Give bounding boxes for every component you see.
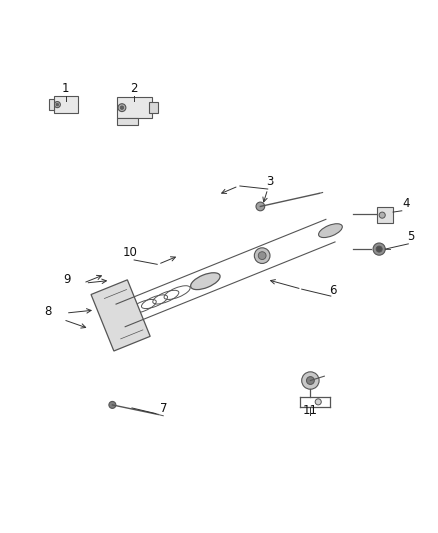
Circle shape <box>56 103 59 106</box>
Text: 8: 8 <box>45 305 52 318</box>
Text: 11: 11 <box>303 403 318 417</box>
Circle shape <box>258 252 266 260</box>
Circle shape <box>379 212 385 218</box>
Polygon shape <box>91 280 150 351</box>
Bar <box>149 102 158 113</box>
Text: 2: 2 <box>131 83 138 95</box>
Circle shape <box>120 106 124 109</box>
Bar <box>117 118 138 125</box>
Bar <box>377 207 393 223</box>
Circle shape <box>256 202 265 211</box>
Circle shape <box>54 102 60 108</box>
Circle shape <box>109 401 116 408</box>
Ellipse shape <box>191 273 220 289</box>
Circle shape <box>315 399 321 405</box>
Circle shape <box>373 243 385 255</box>
Text: 7: 7 <box>159 402 167 415</box>
Ellipse shape <box>318 224 343 238</box>
Circle shape <box>376 246 382 252</box>
Circle shape <box>302 372 319 389</box>
Circle shape <box>118 104 126 111</box>
Text: 5: 5 <box>407 230 414 244</box>
Text: 1: 1 <box>62 83 70 95</box>
Bar <box>49 99 54 110</box>
Bar <box>54 96 78 114</box>
Text: 6: 6 <box>329 284 337 297</box>
Circle shape <box>307 377 314 384</box>
Bar <box>117 97 152 118</box>
Circle shape <box>254 248 270 263</box>
Text: 9: 9 <box>63 273 71 286</box>
Text: 4: 4 <box>403 197 410 210</box>
Text: 10: 10 <box>122 246 137 259</box>
Text: 3: 3 <box>267 175 274 188</box>
